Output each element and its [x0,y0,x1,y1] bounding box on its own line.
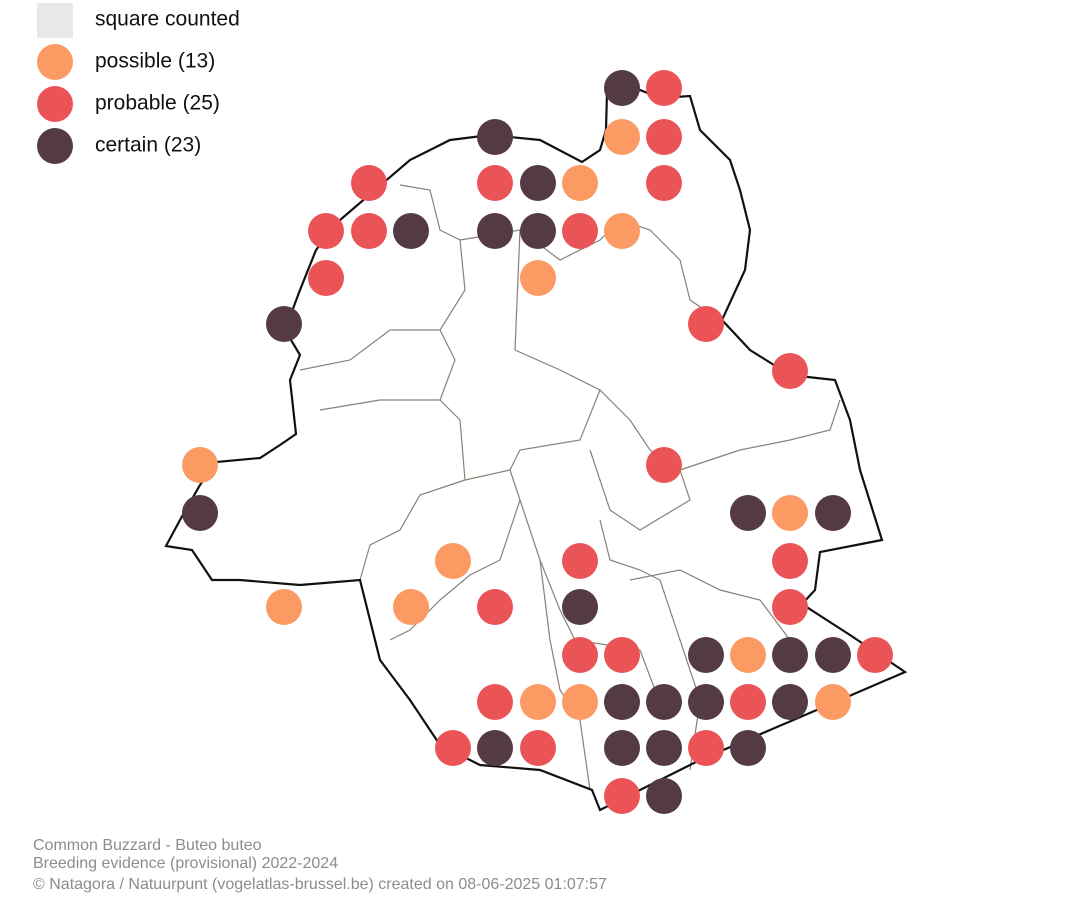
observation-dot [688,684,724,720]
observation-dot [772,637,808,673]
observation-dot [308,213,344,249]
legend-label: square counted [95,8,240,31]
observation-dot [266,306,302,342]
observation-dot [477,119,513,155]
observation-dot [520,260,556,296]
observation-dot [182,447,218,483]
observation-dot [520,730,556,766]
footer-credit: © Natagora / Natuurpunt (vogelatlas-brus… [33,876,607,893]
observation-dot [646,119,682,155]
observation-dot [393,213,429,249]
observation-dot [477,730,513,766]
observation-dot [351,213,387,249]
dots [182,70,893,814]
observation-dot [604,213,640,249]
observation-dot [646,684,682,720]
observation-dot [604,730,640,766]
observation-dot [646,730,682,766]
observation-dot [308,260,344,296]
observation-dot [646,70,682,106]
observation-dot [688,730,724,766]
observation-dot [604,684,640,720]
observation-dot [772,495,808,531]
legend-swatch [37,128,73,164]
observation-dot [435,730,471,766]
observation-dot [520,165,556,201]
observation-dot [477,165,513,201]
observation-dot [562,165,598,201]
observation-dot [815,637,851,673]
observation-dot [182,495,218,531]
observation-dot [857,637,893,673]
observation-dot [730,495,766,531]
observation-dot [477,684,513,720]
observation-dot [730,637,766,673]
observation-dot [688,306,724,342]
observation-dot [730,730,766,766]
observation-dot [772,589,808,625]
observation-dot [393,589,429,625]
legend-label: possible (13) [95,50,215,73]
observation-dot [815,684,851,720]
observation-dot [646,447,682,483]
observation-dot [730,684,766,720]
observation-dot [562,543,598,579]
legend-label: probable (25) [95,92,220,115]
legend-swatch [37,86,73,122]
observation-dot [604,637,640,673]
legend-label: certain (23) [95,134,201,157]
observation-dot [772,684,808,720]
footer-subtitle: Breeding evidence (provisional) 2022-202… [33,855,338,872]
observation-dot [562,213,598,249]
observation-dot [562,637,598,673]
footer-title: Common Buzzard - Buteo buteo [33,837,262,854]
observation-dot [435,543,471,579]
observation-dot [266,589,302,625]
observation-dot [562,589,598,625]
observation-dot [520,684,556,720]
observation-dot [604,70,640,106]
observation-dot [351,165,387,201]
observation-dot [562,684,598,720]
observation-dot [604,778,640,814]
legend: square counted possible (13) probable (25)… [37,3,240,164]
legend-swatch [37,3,73,38]
legend-swatch [37,44,73,80]
observation-dot [688,637,724,673]
observation-dot [772,543,808,579]
observation-dot [520,213,556,249]
observation-dot [772,353,808,389]
observation-dot [477,589,513,625]
observation-dot [604,119,640,155]
observation-dot [646,778,682,814]
observation-dot [477,213,513,249]
observation-dot [815,495,851,531]
observation-dot [646,165,682,201]
